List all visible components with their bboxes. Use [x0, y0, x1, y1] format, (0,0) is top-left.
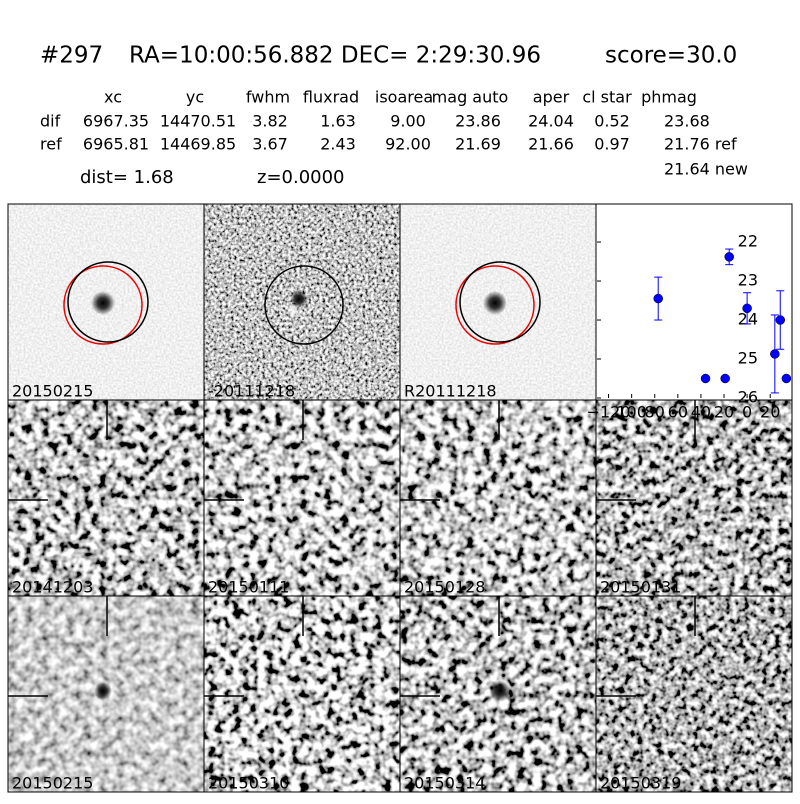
y-tick-label: 26 [738, 388, 758, 407]
phmag-new: 21.64 new [664, 160, 748, 179]
panel-label: 20150215 [12, 382, 93, 401]
table-cell: 9.00 [390, 112, 426, 131]
x-tick-label: 80 [645, 403, 665, 422]
x-tick-label: 20 [760, 403, 780, 422]
table-cell: 24.04 [528, 112, 574, 131]
image-panel [595, 203, 793, 401]
data-point [770, 349, 780, 359]
data-point [700, 373, 711, 384]
table-cell: 14469.85 [160, 135, 236, 154]
redshift: z=0.0000 [257, 167, 345, 188]
image-panel: 20150215 [7, 595, 205, 793]
source [91, 291, 115, 315]
table-cell: ref [40, 135, 62, 154]
column-header: yc [186, 88, 204, 107]
table-cell: 0.52 [594, 112, 630, 131]
y-tick-label: 25 [738, 349, 758, 368]
image-panel: 20150314 [399, 595, 597, 793]
image-panel: 20150319 [595, 595, 793, 793]
table-cell: 6967.35 [83, 112, 149, 131]
source [94, 682, 112, 700]
image-panel: 20150131 [595, 399, 793, 597]
table-cell: 1.63 [320, 112, 356, 131]
y-tick-label: 22 [738, 232, 758, 251]
panel-border [595, 595, 793, 793]
coordinates: RA=10:00:56.882 DEC= 2:29:30.96 [129, 43, 541, 69]
plot-area [596, 204, 792, 400]
aperture-red [455, 265, 535, 345]
source [483, 291, 507, 315]
x-tick-label: 0 [742, 403, 752, 422]
table-cell: 92.00 [385, 135, 431, 154]
column-header: phmag [641, 88, 697, 107]
column-header: xc [104, 88, 122, 107]
image-panel: 20150215 [7, 203, 205, 401]
aperture [264, 265, 344, 345]
x-tick-label: −120 [587, 403, 631, 422]
dist: dist= 1.68 [80, 167, 174, 188]
stamp-image [204, 400, 400, 596]
stamp-image [204, 596, 400, 792]
column-header: fluxrad [303, 88, 359, 107]
image-panel: -20111218 [203, 203, 401, 401]
table-cell: 0.97 [594, 135, 630, 154]
candidate-id: #297 [40, 43, 103, 69]
image-panel: 20150310 [203, 595, 401, 793]
stamp-image [596, 400, 792, 596]
column-header: isoarea [375, 88, 433, 107]
panel-label: 20150319 [600, 774, 681, 793]
panel-label: 20150215 [12, 774, 93, 793]
table-cell: 3.82 [252, 112, 288, 131]
column-header: cl star [582, 88, 632, 107]
image-panel: 20150111 [203, 399, 401, 597]
y-tick-label: 23 [738, 271, 758, 290]
panel-label: 20150131 [600, 578, 681, 597]
aperture [67, 261, 149, 343]
data-point [775, 315, 786, 325]
table-cell: 14470.51 [160, 112, 236, 131]
score: score=30.0 [605, 43, 737, 69]
table-cell: 21.66 [528, 135, 574, 154]
x-tick-label: 20 [714, 403, 734, 422]
table-cell: 23.68 [664, 112, 710, 131]
column-header: mag auto [432, 88, 509, 107]
x-tick-label: 100 [616, 403, 647, 422]
table-cell: 2.43 [320, 135, 356, 154]
panel-label: R20111218 [404, 382, 497, 401]
table-cell: 21.69 [455, 135, 501, 154]
x-tick-label: 40 [691, 403, 711, 422]
aperture [459, 261, 541, 343]
stamp-image [400, 400, 596, 596]
data-point [742, 303, 752, 314]
image-panel: 20150128 [399, 399, 597, 597]
column-header: aper [533, 88, 570, 107]
panel-label: 20150111 [208, 578, 289, 597]
panel-label: 20150128 [404, 578, 485, 597]
y-tick-label: 24 [738, 310, 758, 329]
table-cell: 23.86 [455, 112, 501, 131]
image-panel: 20141203 [7, 399, 205, 597]
data-point [720, 373, 730, 384]
table-cell: 21.76 ref [664, 135, 737, 154]
panel-label: 20150314 [404, 774, 485, 793]
stamp-image [596, 596, 792, 792]
aperture-red [63, 265, 143, 345]
panel-label: 20150310 [208, 774, 289, 793]
panel-label: -20111218 [208, 382, 295, 401]
stamp-image [8, 400, 204, 596]
source [290, 290, 308, 308]
data-point [653, 293, 663, 304]
column-header: fwhm [246, 88, 290, 107]
data-point [724, 252, 734, 262]
table-cell: dif [40, 112, 61, 131]
table-cell: 6965.81 [83, 135, 149, 154]
table-cell: 3.67 [252, 135, 288, 154]
source [489, 680, 511, 702]
image-panel: R20111218 [399, 203, 597, 401]
panel-label: 20141203 [12, 578, 93, 597]
x-tick-label: 60 [668, 403, 688, 422]
data-point [781, 373, 792, 384]
